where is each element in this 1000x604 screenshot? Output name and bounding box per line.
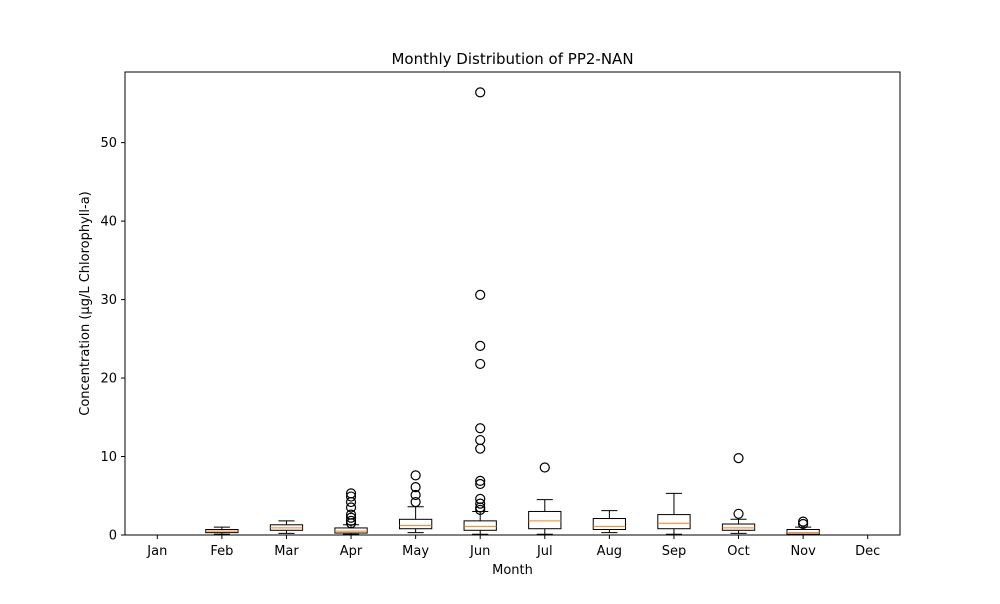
axes-frame	[124, 71, 901, 536]
outlier-point	[733, 452, 744, 464]
y-tick-label: 40	[100, 215, 117, 230]
x-tick-label: Sep	[662, 544, 687, 559]
outlier-point	[475, 434, 486, 446]
iqr-box	[463, 520, 497, 531]
outlier-point	[798, 516, 809, 527]
box-sep	[657, 492, 691, 535]
x-tick-label: Jun	[469, 544, 490, 559]
outlier-point	[475, 423, 486, 434]
outlier-point	[345, 502, 357, 513]
y-tick-label: 0	[109, 529, 117, 544]
box-jul	[528, 462, 562, 535]
outlier-point	[410, 496, 421, 508]
outlier-point	[475, 358, 486, 370]
outlier-point	[475, 443, 486, 454]
iqr-box	[786, 529, 820, 535]
y-tick-label: 20	[100, 372, 117, 387]
box-feb	[205, 526, 239, 535]
x-tick-label: May	[402, 544, 429, 559]
iqr-box	[657, 514, 691, 530]
outlier-point	[475, 475, 486, 486]
iqr-box	[592, 518, 627, 531]
outlier-point	[410, 489, 421, 501]
outlier-point	[410, 470, 421, 481]
x-tick-label: Oct	[727, 544, 749, 559]
x-tick-label: Mar	[274, 544, 299, 559]
y-tick-label: 10	[100, 450, 117, 465]
outlier-point	[410, 482, 421, 493]
outlier-point	[345, 488, 357, 499]
outlier-point	[475, 498, 486, 509]
box-jun	[463, 87, 497, 535]
x-tick-label: Jul	[536, 544, 553, 559]
outlier-point	[475, 493, 486, 505]
outlier-point	[475, 340, 486, 351]
outlier-point	[733, 508, 744, 519]
iqr-box	[528, 510, 562, 530]
outlier-point	[345, 491, 357, 502]
outlier-point	[475, 289, 486, 300]
box-aug	[592, 510, 627, 534]
y-tick-label: 30	[100, 293, 117, 308]
box-mar	[269, 520, 304, 534]
outlier-point	[539, 462, 550, 473]
box-may	[398, 470, 433, 534]
iqr-box	[398, 518, 433, 530]
iqr-box	[334, 527, 368, 534]
outlier-point	[345, 515, 357, 526]
outlier-point	[475, 478, 486, 490]
x-tick-label: Apr	[340, 544, 363, 559]
x-tick-label: Aug	[597, 544, 622, 559]
y-axis-label: Concentration (µg/L Chlorophyll-a)	[78, 191, 93, 415]
plot-area: 0 10 20 30 40 50 Jan Feb Mar Apr May Jun Jul Aug Sep Oc…	[100, 71, 901, 559]
x-tick-label: Dec	[855, 544, 880, 559]
outlier-point	[475, 87, 486, 98]
y-tick-label: 50	[100, 136, 117, 151]
box-nov	[786, 516, 820, 536]
iqr-box	[721, 523, 756, 531]
x-tick-label: Nov	[790, 544, 816, 559]
box-oct	[721, 452, 756, 534]
x-axis-label: Month	[492, 563, 533, 578]
chart-title: Monthly Distribution of PP2-NAN	[391, 50, 633, 68]
outlier-point	[345, 512, 357, 523]
x-tick-label: Jan	[146, 544, 167, 559]
x-tick-label: Feb	[210, 544, 233, 559]
box-apr	[334, 488, 368, 535]
outlier-point	[345, 509, 357, 520]
